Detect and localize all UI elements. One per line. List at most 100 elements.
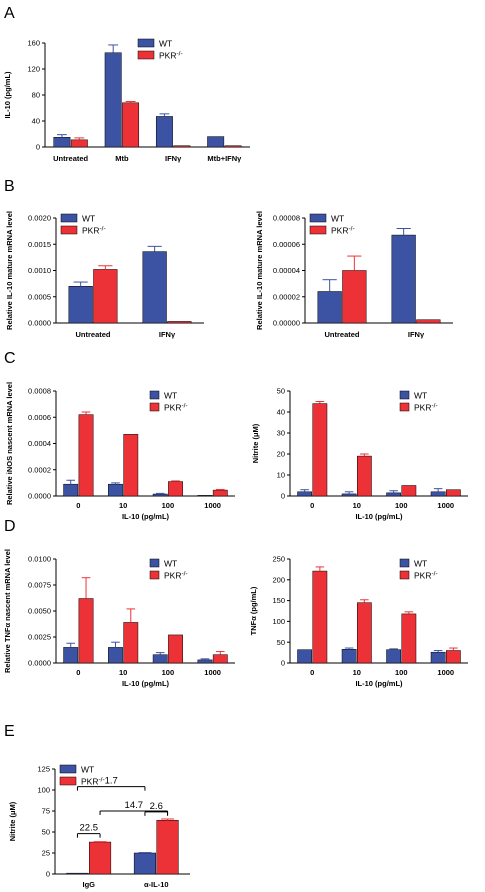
bar-wt-3 bbox=[197, 495, 213, 497]
y-tick-label: 10 bbox=[277, 471, 285, 480]
x-axis-title: IL-10 (pg/mL) bbox=[122, 512, 170, 521]
y-tick-label: 75 bbox=[42, 807, 50, 816]
y-tick-label: 0.0002 bbox=[28, 465, 51, 474]
bar-wt-1 bbox=[142, 251, 167, 324]
x-category-label: Mtb+IFNγ bbox=[207, 154, 242, 163]
legend-label: PKR-/- bbox=[159, 50, 183, 61]
bar-pkr-3 bbox=[446, 650, 461, 664]
y-tick-label: 0.0005 bbox=[28, 292, 51, 301]
x-category-label: 10 bbox=[353, 668, 361, 677]
y-tick-label: 40 bbox=[32, 117, 40, 126]
y-tick-label: 0 bbox=[46, 870, 50, 879]
x-category-label: Mtb bbox=[115, 154, 129, 163]
y-tick-label: 100 bbox=[37, 786, 50, 795]
bar-pkr-1 bbox=[357, 455, 372, 497]
x-axis-title: IL-10 (pg/mL) bbox=[355, 512, 403, 521]
bar-pkr-3 bbox=[224, 145, 242, 148]
y-tick-label: 0.0025 bbox=[28, 633, 51, 642]
bar-wt-0 bbox=[297, 649, 313, 664]
bar-wt-0 bbox=[63, 483, 79, 497]
y-tick-label: 0.0100 bbox=[28, 555, 51, 564]
legend-swatch-wt bbox=[399, 390, 410, 400]
bar-pkr-2 bbox=[401, 485, 417, 497]
bar-wt-3 bbox=[197, 659, 213, 664]
bar-wt-0 bbox=[68, 286, 93, 324]
y-tick-label: 100 bbox=[272, 617, 285, 626]
bar-wt-1 bbox=[133, 852, 156, 875]
bar-pkr-3 bbox=[212, 654, 228, 664]
bar-wt-3 bbox=[430, 651, 446, 664]
bar-wt-0 bbox=[317, 291, 342, 324]
bar-pkr-2 bbox=[173, 145, 191, 148]
bar-pkr-1 bbox=[122, 102, 140, 148]
bar-pkr-0 bbox=[342, 270, 367, 324]
x-category-label: 1000 bbox=[437, 668, 454, 677]
legend-label: WT bbox=[331, 214, 344, 224]
y-tick-label: 0.00008 bbox=[273, 214, 300, 223]
bar-pkr-0 bbox=[89, 841, 112, 875]
bar-wt-1 bbox=[108, 647, 123, 664]
bar-pkr-0 bbox=[70, 139, 88, 148]
panel-letter-e: E bbox=[4, 723, 15, 740]
bar-pkr-0 bbox=[312, 403, 328, 497]
legend-swatch-wt bbox=[149, 558, 160, 568]
legend-swatch-pkr bbox=[399, 570, 410, 580]
x-category-label: 1000 bbox=[437, 501, 454, 510]
x-axis-title: IL-10 (pg/mL) bbox=[355, 679, 403, 688]
y-tick-label: 0.0000 bbox=[28, 492, 51, 501]
y-axis-title: Relative IL-10 mature mRNA level bbox=[5, 211, 14, 330]
y-tick-label: 0.0020 bbox=[28, 214, 51, 223]
y-tick-label: 0.0075 bbox=[28, 581, 51, 590]
y-tick-label: 0 bbox=[281, 492, 285, 501]
bar-pkr-2 bbox=[401, 613, 417, 664]
x-category-label: IFNγ bbox=[165, 154, 182, 163]
x-category-label: 100 bbox=[395, 668, 408, 677]
legend-label: PKR-/- bbox=[331, 225, 355, 236]
bar-wt-2 bbox=[152, 654, 168, 664]
bar-wt-2 bbox=[152, 493, 168, 497]
y-tick-label: 0 bbox=[281, 659, 285, 668]
y-tick-label: 50 bbox=[277, 638, 285, 647]
fold-change-label: 1.7 bbox=[105, 776, 118, 787]
y-tick-label: 160 bbox=[27, 39, 40, 48]
bar-pkr-0 bbox=[312, 570, 328, 664]
chart-c2: 0 10 20 30 40 50 Nitrite (μM) 0 10 100 1000 IL-10 (… bbox=[251, 387, 468, 521]
y-axis-title: IL-10 (pg/mL) bbox=[3, 71, 12, 119]
bar-pkr-1 bbox=[156, 819, 179, 875]
chart-b1: 0.0000 0.0005 0.0010 0.0015 0.0020 Relative I… bbox=[5, 211, 204, 339]
y-tick-label: 0 bbox=[36, 143, 40, 152]
legend-swatch-pkr bbox=[137, 50, 155, 60]
legend-swatch-wt bbox=[59, 764, 77, 774]
legend-swatch-pkr bbox=[149, 570, 160, 580]
legend-label: WT bbox=[414, 559, 427, 569]
bar-pkr-1 bbox=[167, 321, 192, 324]
legend-swatch-pkr bbox=[59, 776, 77, 786]
legend-swatch-wt bbox=[60, 213, 78, 223]
chart-a: 0 40 80 120 160 IL-10 (pg/mL) Untreated Mtb IFNγ… bbox=[3, 39, 250, 163]
y-tick-label: 250 bbox=[272, 555, 285, 564]
bar-wt-0 bbox=[53, 137, 71, 148]
y-tick-label: 0.00000 bbox=[273, 319, 300, 328]
y-tick-label: 125 bbox=[37, 765, 50, 774]
panel-letter-b: B bbox=[4, 178, 15, 195]
y-tick-label: 0.00004 bbox=[273, 266, 300, 275]
x-category-label: IgG bbox=[83, 880, 96, 889]
x-category-label: 0 bbox=[76, 501, 80, 510]
bar-wt-0 bbox=[63, 647, 79, 664]
bar-wt-1 bbox=[341, 493, 357, 497]
y-tick-label: 0.0050 bbox=[28, 607, 51, 616]
bar-pkr-0 bbox=[78, 414, 94, 497]
bar-pkr-0 bbox=[78, 598, 94, 664]
fold-change-label: 22.5 bbox=[80, 823, 99, 834]
chart-c1: 0.0000 0.0002 0.0004 0.0006 0.0008 Relative i… bbox=[5, 382, 235, 521]
legend-label: PKR-/- bbox=[414, 570, 438, 581]
x-category-label: 10 bbox=[119, 668, 127, 677]
y-axis-title: Relative IL-10 mature mRNA level bbox=[255, 211, 264, 330]
chart-e: 0 25 50 75 100 125 Nitrite (μM) IgG α-IL-10 WTPKR… bbox=[8, 764, 190, 889]
y-tick-label: 0.0008 bbox=[28, 387, 51, 396]
bar-wt-2 bbox=[386, 492, 402, 497]
legend-label: WT bbox=[81, 765, 94, 775]
x-category-label: IFNγ bbox=[159, 330, 176, 339]
legend-label: WT bbox=[414, 391, 427, 401]
y-tick-label: 200 bbox=[272, 575, 285, 584]
